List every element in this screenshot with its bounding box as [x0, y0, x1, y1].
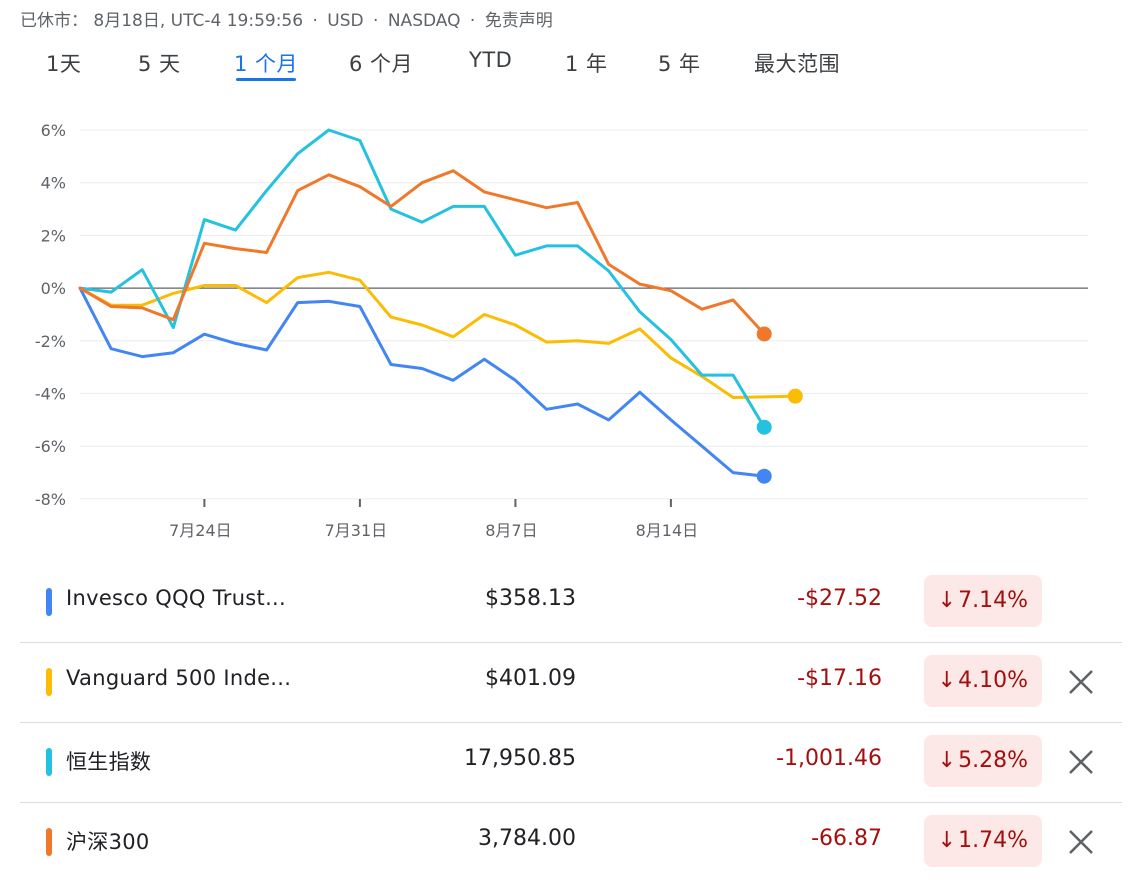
percent-change-value: 4.10% [958, 668, 1028, 693]
percent-change-badge: ↓4.10% [923, 655, 1042, 707]
market-closed-label: 已休市： [20, 11, 88, 31]
arrow-down-icon: ↓ [937, 828, 957, 853]
comparison-line-chart: 6% 4% 2% 0% -2% -4% -6% -8% 7月24日 7月31日 8月7日 8月14日 [35, 121, 1088, 540]
series-line [78, 169, 766, 336]
close-icon[interactable] [1066, 827, 1096, 857]
tab-ytd[interactable]: YTD [469, 48, 513, 72]
security-price: 17,950.85 [464, 746, 576, 771]
currency-label: USD [327, 11, 364, 31]
security-price: 3,784.00 [478, 826, 576, 851]
arrow-down-icon: ↓ [937, 588, 957, 613]
series-end-point [787, 388, 803, 404]
tab-1-month[interactable]: 1 个月 [234, 48, 298, 81]
series-color-bar [46, 828, 52, 856]
percent-change-value: 1.74% [958, 828, 1028, 853]
list-item-csi300[interactable]: 沪深300 3,784.00 -66.87 ↓1.74% [20, 802, 1122, 882]
series-color-bar [46, 588, 52, 616]
y-tick-label: 6% [41, 121, 66, 140]
security-name: 沪深300 [66, 830, 150, 854]
security-name: Vanguard 500 Inde... [66, 666, 292, 690]
security-price: $401.09 [485, 666, 576, 691]
arrow-down-icon: ↓ [937, 668, 957, 693]
y-tick-label: -4% [35, 385, 66, 404]
y-tick-label: 0% [41, 279, 66, 298]
series-color-bar [46, 748, 52, 776]
x-tick-label: 7月24日 [169, 521, 232, 540]
list-item-qqq[interactable]: Invesco QQQ Trust... $358.13 -$27.52 ↓7.… [20, 562, 1122, 643]
series-end-point [756, 419, 772, 435]
arrow-down-icon: ↓ [937, 748, 957, 773]
disclaimer-link[interactable]: 免责声明 [484, 11, 553, 31]
security-name: Invesco QQQ Trust... [66, 586, 287, 610]
y-tick-label: 4% [41, 174, 66, 193]
percent-change-value: 7.14% [958, 588, 1028, 613]
close-icon[interactable] [1066, 667, 1096, 697]
market-status: 已休市： 8月18日, UTC-4 19:59:56 · USD · NASDA… [20, 11, 553, 31]
tab-5-years[interactable]: 5 年 [658, 52, 701, 76]
series-line [78, 128, 766, 429]
x-tick-label: 7月31日 [325, 521, 388, 540]
percent-change-badge: ↓7.14% [923, 575, 1042, 627]
x-tick-label: 8月7日 [485, 521, 537, 540]
price-change: -$17.16 [797, 666, 882, 691]
security-price: $358.13 [485, 586, 576, 611]
percent-change-value: 5.28% [958, 748, 1028, 773]
series-end-point [756, 468, 772, 484]
x-tick-label: 8月14日 [636, 521, 699, 540]
close-icon[interactable] [1066, 747, 1096, 777]
tab-1-year[interactable]: 1 年 [565, 52, 608, 76]
series-color-bar [46, 668, 52, 696]
series-line [78, 270, 797, 399]
y-tick-label: -8% [35, 490, 66, 509]
exchange-label: NASDAQ [387, 11, 461, 31]
list-item-voo[interactable]: Vanguard 500 Inde... $401.09 -$17.16 ↓4.… [20, 642, 1122, 723]
time-range-tabs: 1天 5 天 1 个月 6 个月 YTD 1 年 5 年 最大范围 [0, 48, 1144, 88]
y-tick-label: -6% [35, 437, 66, 456]
tab-5-days[interactable]: 5 天 [138, 52, 181, 76]
tab-max-range[interactable]: 最大范围 [754, 52, 840, 76]
security-name: 恒生指数 [66, 750, 152, 774]
price-change: -$27.52 [797, 586, 882, 611]
tab-6-months[interactable]: 6 个月 [349, 52, 414, 76]
market-datetime: 8月18日, UTC-4 19:59:56 [93, 11, 304, 31]
series-line [78, 286, 766, 478]
series-end-point [756, 326, 772, 342]
list-item-hsi[interactable]: 恒生指数 17,950.85 -1,001.46 ↓5.28% [20, 722, 1122, 803]
price-change: -1,001.46 [776, 746, 882, 771]
y-tick-label: 2% [41, 226, 66, 245]
tab-1-day[interactable]: 1天 [46, 52, 82, 76]
percent-change-badge: ↓1.74% [923, 815, 1042, 867]
y-tick-label: -2% [35, 332, 66, 351]
percent-change-badge: ↓5.28% [923, 735, 1042, 787]
price-change: -66.87 [811, 826, 882, 851]
